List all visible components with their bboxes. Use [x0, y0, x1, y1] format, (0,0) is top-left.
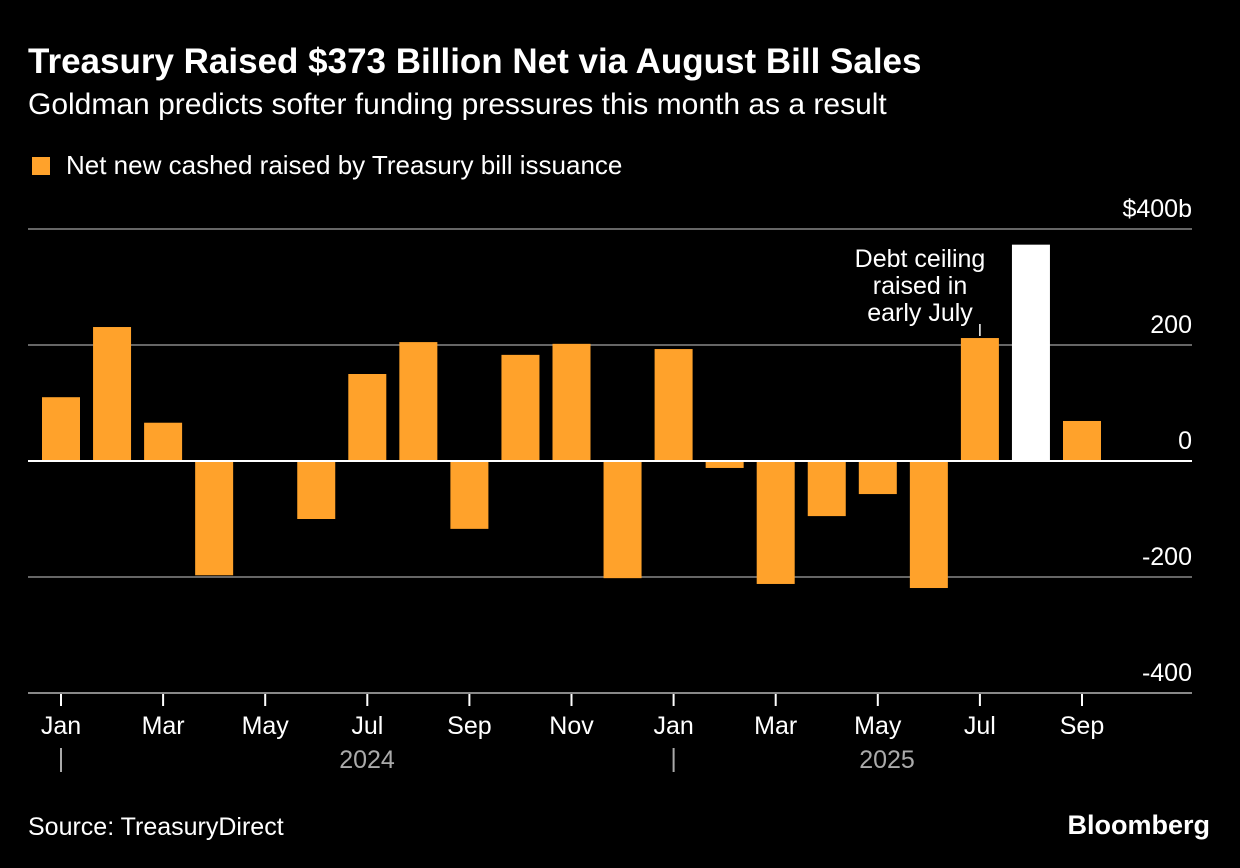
x-tick-label: Jul [964, 712, 996, 740]
legend-swatch [32, 156, 50, 175]
annotation-text: early July [867, 299, 973, 327]
annotation-text: raised in [873, 272, 968, 300]
bar [603, 461, 642, 579]
bar [501, 354, 540, 461]
bar [144, 422, 183, 461]
bar [399, 342, 438, 461]
bar [93, 327, 132, 461]
y-tick-label: -400 [1142, 659, 1192, 687]
x-tick-label: Jul [351, 712, 383, 740]
x-tick-label: Mar [142, 712, 185, 740]
x-tick-label: Nov [549, 712, 594, 740]
chart-title: Treasury Raised $373 Billion Net via Aug… [28, 42, 922, 81]
legend-label: Net new cashed raised by Treasury bill i… [66, 150, 623, 180]
x-tick-label: Jan [41, 712, 81, 740]
x-tick-label: Sep [447, 712, 491, 740]
bloomberg-logo: Bloomberg [1067, 810, 1210, 840]
bar [1011, 244, 1050, 461]
bar [756, 461, 795, 584]
bar [348, 374, 387, 461]
y-tick-label: $400b [1122, 195, 1192, 223]
annotation-text: Debt ceiling [855, 245, 986, 273]
x-tick-label: Mar [754, 712, 797, 740]
bar [552, 343, 591, 461]
bar [450, 461, 489, 529]
bar [807, 461, 846, 517]
bar [654, 349, 693, 461]
x-tick-label: May [242, 712, 290, 740]
bar [1063, 420, 1101, 461]
bar [195, 461, 234, 576]
y-tick-label: 200 [1150, 311, 1192, 339]
bar [858, 461, 897, 495]
bar [42, 397, 80, 461]
year-label: 2025 [859, 746, 915, 774]
chart-subtitle: Goldman predicts softer funding pressure… [28, 88, 887, 121]
bar [705, 461, 744, 468]
x-tick-label: Sep [1060, 712, 1104, 740]
bar [960, 338, 999, 461]
y-tick-label: -200 [1142, 543, 1192, 571]
bar [297, 461, 336, 519]
y-tick-label: 0 [1178, 427, 1192, 455]
year-label: 2024 [339, 746, 395, 774]
x-tick-label: May [854, 712, 902, 740]
source-note: Source: TreasuryDirect [28, 813, 284, 841]
x-tick-label: Jan [653, 712, 693, 740]
legend: Net new cashed raised by Treasury bill i… [32, 150, 622, 181]
bar [909, 461, 948, 589]
